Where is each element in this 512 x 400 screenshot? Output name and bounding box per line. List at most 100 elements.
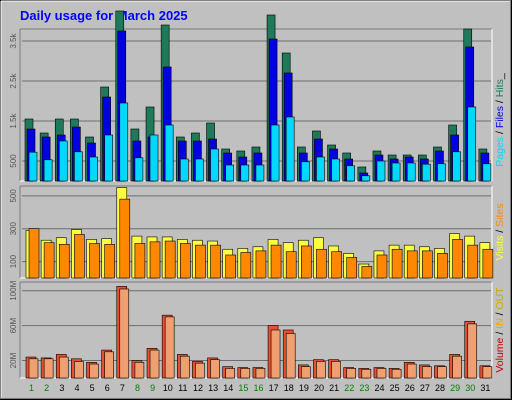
visits-panel-sites-bar: [43, 242, 55, 279]
hits-panel-pages-bar: [28, 151, 38, 182]
day-label: 19: [299, 383, 309, 393]
chart-title: Daily usage for March 2025: [20, 8, 188, 23]
hits-panel-pages-bar: [89, 156, 98, 182]
day-label: 24: [375, 383, 385, 393]
hits-panel-ytick-label: 1.5k: [9, 112, 18, 128]
volume-panel-kbytes-out-bar: [119, 288, 130, 379]
visits-panel-sites-bar: [452, 239, 463, 279]
volume-panel-side-label-in: IN: [494, 318, 506, 329]
volume-panel-kbytes-out-bar: [89, 363, 99, 379]
visits-panel-sites-bar: [74, 234, 85, 279]
volume-panel-kbytes-out-bar: [195, 362, 205, 379]
visits-panel-sites-bar: [255, 250, 267, 279]
hits-panel-pages-bar: [240, 164, 250, 182]
volume-panel-kbytes-out-bar: [43, 358, 54, 379]
volume-panel-kbytes-out-bar: [376, 368, 387, 379]
hits-panel-pages-bar: [270, 124, 280, 182]
day-label: 23: [359, 383, 369, 393]
visits-panel-sites-bar: [119, 198, 131, 279]
day-label: 21: [329, 383, 339, 393]
volume-panel-kbytes-out-bar: [255, 368, 266, 379]
hits-panel-ytick-label: 3.5k: [9, 32, 18, 48]
volume-panel-kbytes-out-bar: [391, 368, 402, 379]
hits-panel-side-label-suffix: _: [494, 73, 506, 80]
volume-panel-ytick-label: 100M: [9, 280, 18, 300]
hits-panel-pages-bar: [406, 162, 416, 182]
volume-panel-kbytes-out-bar: [74, 361, 84, 379]
volume-panel-side-label-sep2: /: [494, 310, 506, 319]
volume-panel-kbytes-out-bar: [406, 363, 417, 379]
day-label: 30: [465, 383, 475, 393]
hits-panel-pages-bar: [331, 158, 340, 182]
day-label: 5: [90, 383, 95, 393]
volume-panel-kbytes-out-bar: [104, 351, 114, 379]
volume-panel-kbytes-out-bar: [164, 316, 175, 379]
day-label: 4: [74, 383, 79, 393]
visits-panel-sites-bar: [316, 248, 327, 279]
hits-panel-pages-bar: [225, 164, 234, 182]
day-label: 10: [163, 383, 173, 393]
volume-panel-kbytes-out-bar: [240, 368, 251, 379]
hits-panel-side-label: Pages / Files / Hits_: [494, 73, 506, 167]
day-label: 14: [223, 383, 233, 393]
volume-panel-kbytes-out-bar: [210, 359, 220, 379]
visits-panel-sites-bar: [361, 266, 373, 279]
hits-panel-pages-bar: [482, 163, 492, 182]
volume-panel-kbytes-out-bar: [467, 323, 478, 379]
day-label: 12: [193, 383, 203, 393]
hits-panel-pages-bar: [134, 157, 144, 182]
visits-panel-sites-bar: [164, 240, 176, 279]
visits-panel-side-label-visits: Visits: [494, 236, 506, 261]
hits-panel-pages-bar: [422, 163, 431, 182]
volume-panel-kbytes-out-bar: [134, 361, 145, 379]
hits-panel-pages-bar: [391, 162, 401, 182]
hits-panel-ytick-label: 500: [9, 154, 18, 168]
volume-panel-kbytes-out-bar: [422, 366, 432, 379]
visits-panel-side-label-sep: /: [494, 227, 506, 236]
volume-panel-kbytes-out-bar: [361, 368, 372, 379]
day-label: 1: [29, 383, 34, 393]
volume-panel-kbytes-out-bar: [179, 355, 190, 379]
day-label: 25: [390, 383, 400, 393]
hits-panel-pages-bar: [149, 134, 159, 182]
day-label: 15: [238, 383, 248, 393]
visits-panel-ytick-label: 100: [9, 254, 18, 268]
visits-panel-sites-bar: [406, 250, 418, 279]
hits-panel-side-label-files: Files: [494, 106, 506, 128]
visits-panel-sites-bar: [437, 253, 448, 279]
visits-panel-sites-bar: [376, 254, 388, 279]
day-label: 18: [284, 383, 294, 393]
visits-panel-sites-bar: [467, 244, 479, 279]
volume-panel-kbytes-out-bar: [301, 366, 311, 379]
day-label: 6: [105, 383, 110, 393]
volume-panel-kbytes-out-bar: [28, 358, 39, 379]
day-label: 31: [480, 383, 490, 393]
day-label: 3: [59, 383, 64, 393]
volume-panel-kbytes-out-bar: [270, 329, 281, 379]
visits-panel-sites-bar: [179, 243, 191, 279]
volume-panel-side-label-sep1: /: [494, 329, 506, 338]
hits-panel-pages-bar: [43, 159, 53, 182]
hits-panel-ytick-label: 2.5k: [9, 72, 18, 88]
visits-panel-sites-bar: [210, 244, 221, 279]
volume-panel-kbytes-out-bar: [285, 333, 296, 379]
hits-panel-pages-bar: [361, 175, 371, 182]
visits-panel-sites-bar: [104, 244, 115, 279]
volume-panel-kbytes-out-bar: [331, 361, 341, 379]
visits-panel-side-label-sites: Sites: [494, 203, 506, 226]
visits-panel-sites-bar: [422, 250, 433, 279]
volume-panel-kbytes-out-bar: [452, 355, 462, 379]
hits-panel-pages-bar: [104, 134, 113, 182]
day-label: 13: [208, 383, 218, 393]
hits-panel-pages-bar: [74, 151, 83, 182]
hits-panel-pages-bar: [452, 151, 461, 182]
hits-panel-side-label-hits: Hits: [494, 79, 506, 97]
volume-panel-kbytes-out-bar: [149, 349, 160, 379]
day-label: 7: [120, 383, 125, 393]
visits-panel-sites-bar: [89, 243, 100, 279]
hits-panel-pages-bar: [179, 158, 189, 182]
hits-panel-pages-bar: [119, 102, 129, 182]
volume-panel-ytick-label: 60M: [9, 318, 18, 334]
volume-panel-kbytes-out-bar: [316, 361, 326, 379]
